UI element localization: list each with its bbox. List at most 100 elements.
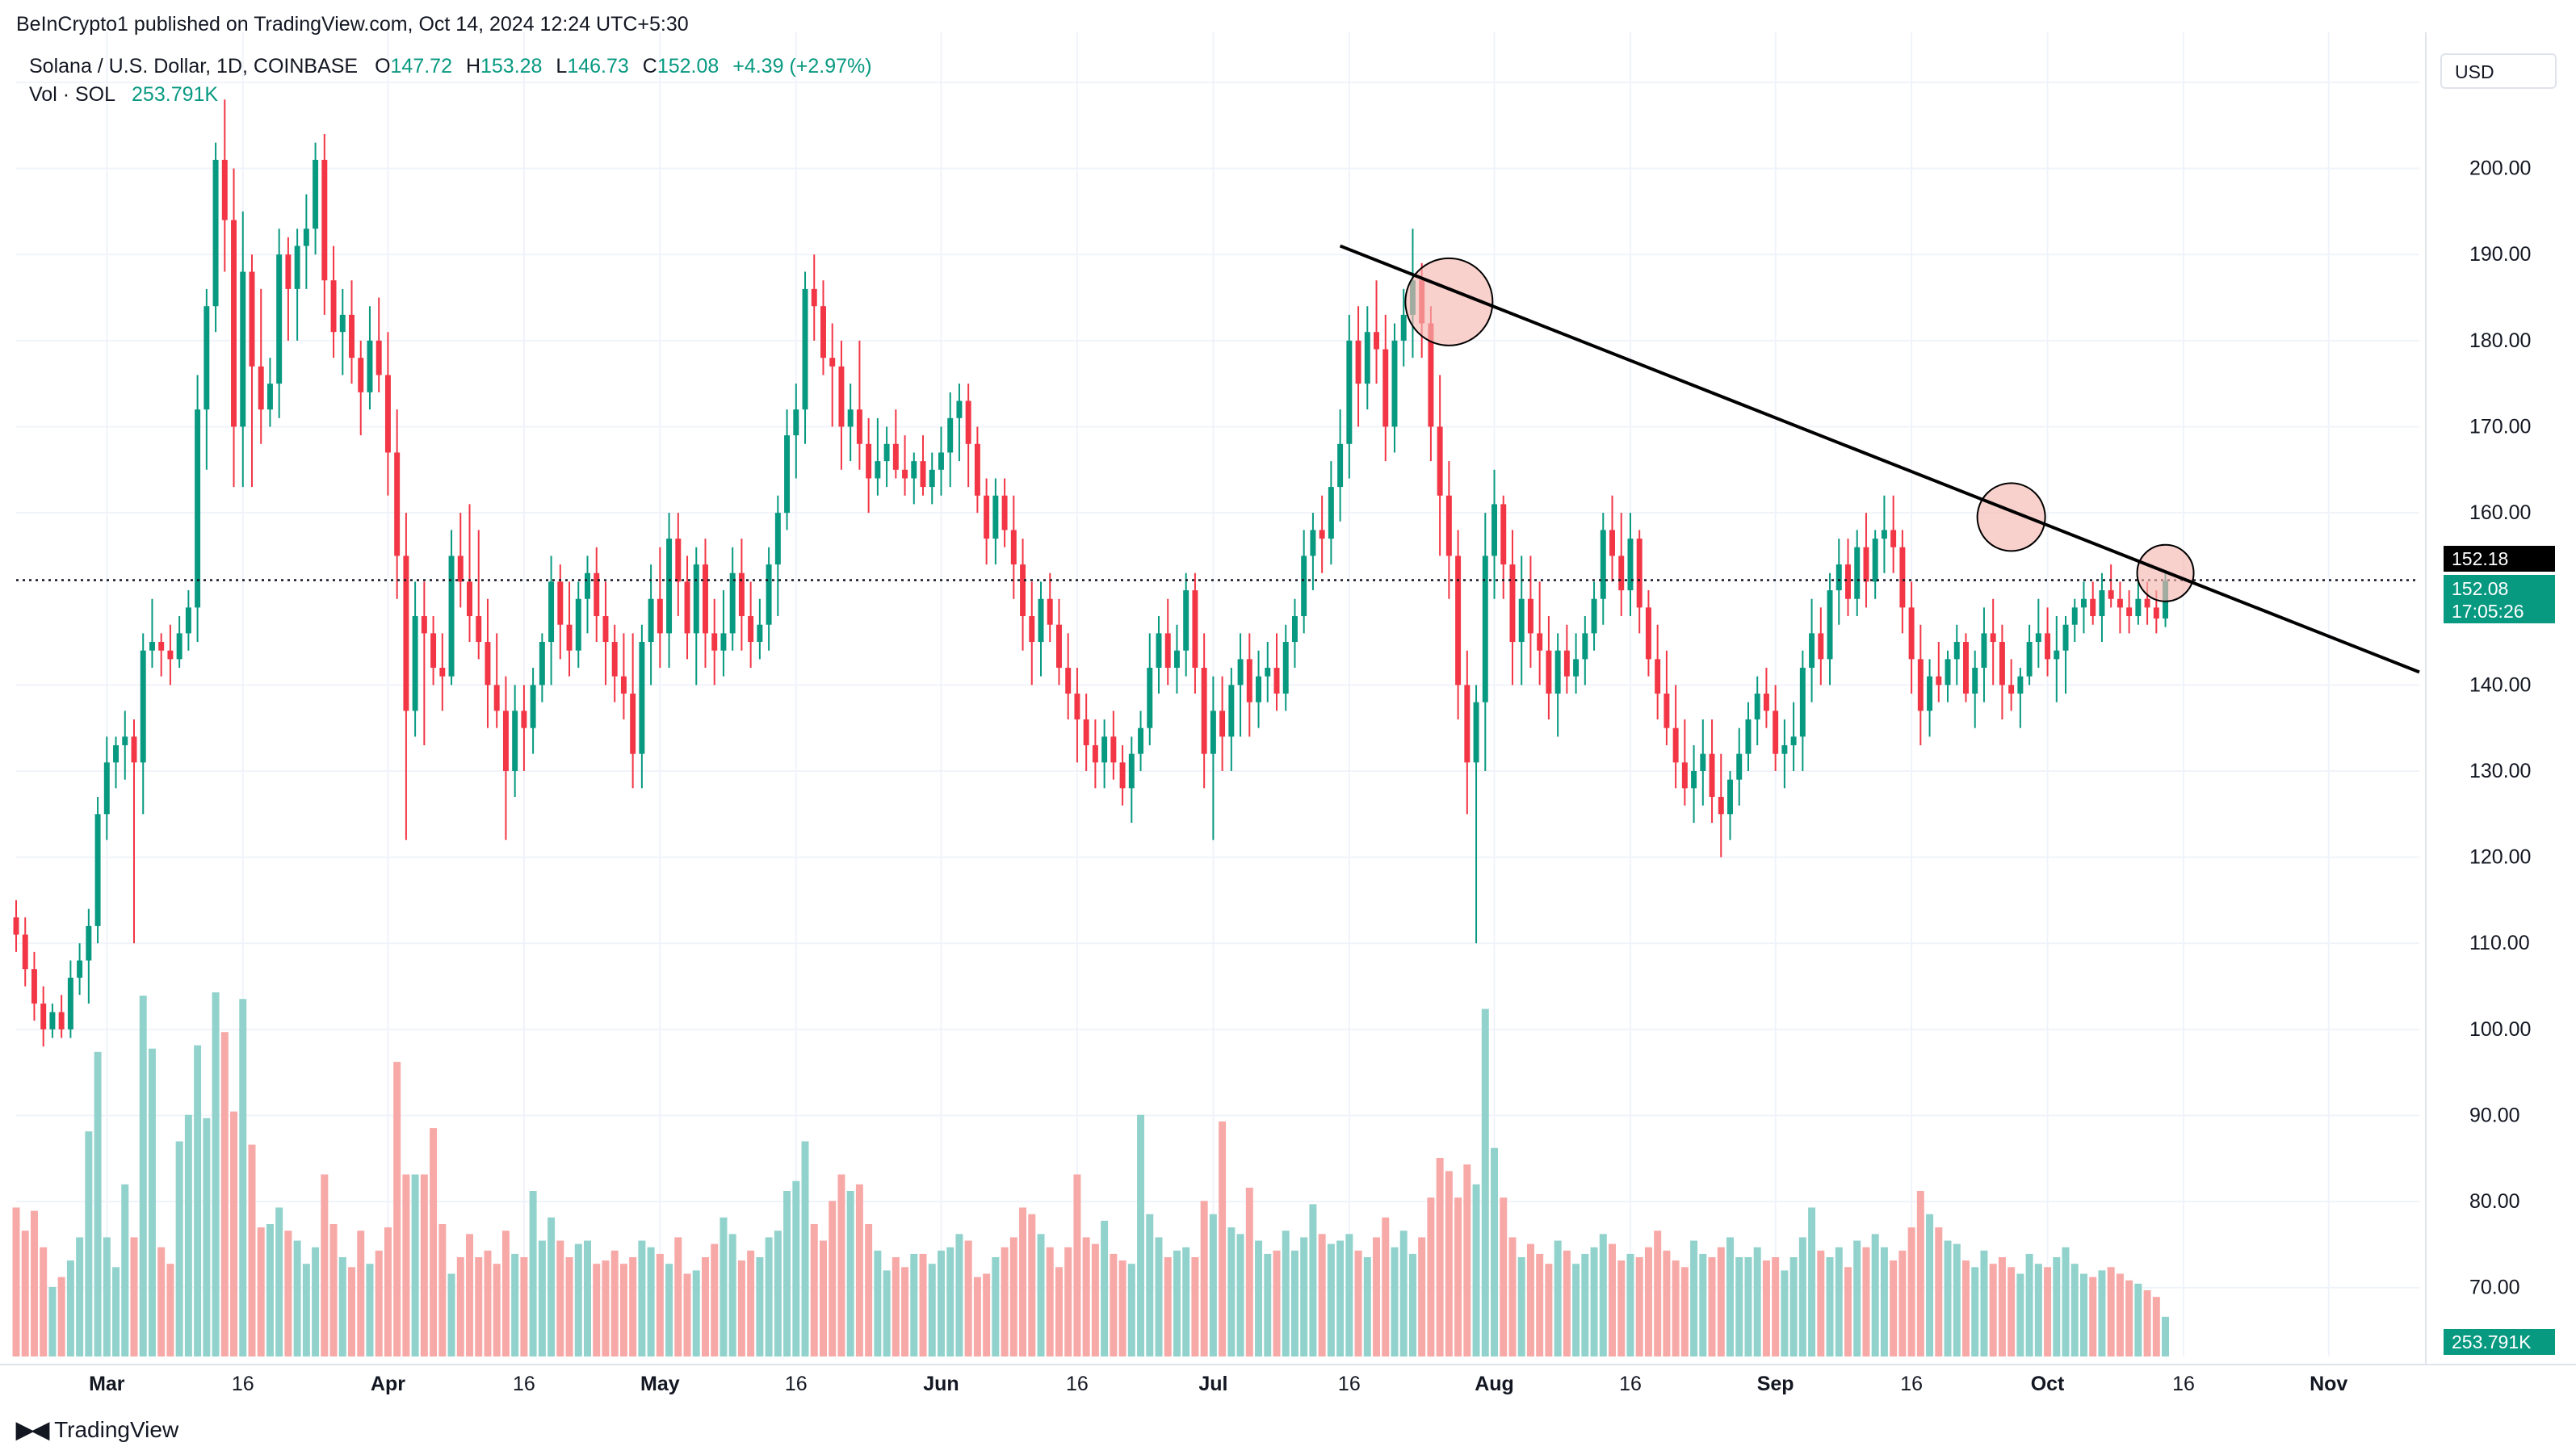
candle-body bbox=[748, 616, 754, 643]
volume-bar bbox=[1028, 1214, 1036, 1356]
candle-body bbox=[1845, 564, 1851, 599]
candle-body bbox=[856, 409, 862, 444]
volume-bar bbox=[1146, 1214, 1154, 1356]
volume-bar bbox=[30, 1210, 38, 1356]
volume-bar bbox=[1572, 1264, 1580, 1356]
volume-bar bbox=[1037, 1234, 1045, 1356]
candle-body bbox=[866, 443, 872, 479]
candle-body bbox=[185, 607, 191, 634]
candle-body bbox=[1237, 659, 1244, 686]
volume-bar bbox=[1753, 1247, 1761, 1356]
volume-bar bbox=[1517, 1257, 1525, 1356]
volume-bar bbox=[1101, 1220, 1109, 1356]
candle-body bbox=[1355, 340, 1361, 384]
volume-bar bbox=[1644, 1247, 1652, 1356]
volume-bar bbox=[728, 1234, 736, 1356]
high-label: H bbox=[465, 55, 480, 78]
volume-bar bbox=[184, 1114, 192, 1356]
volume-bar bbox=[1046, 1247, 1054, 1356]
volume-bar bbox=[493, 1264, 501, 1356]
publisher-line: BeInCrypto1 published on TradingView.com… bbox=[16, 13, 689, 36]
candle-body bbox=[1065, 668, 1072, 694]
candle-body bbox=[1963, 642, 1969, 694]
candle-body bbox=[1663, 694, 1670, 728]
volume-bar bbox=[1318, 1234, 1326, 1356]
volume-bar bbox=[1654, 1231, 1662, 1356]
time-axis-label: Oct bbox=[2031, 1373, 2065, 1395]
chart-axes: 210.00200.00190.00180.00170.00160.00140.… bbox=[0, 32, 2576, 1395]
volume-bar bbox=[248, 1144, 256, 1356]
volume-label: Vol · SOL bbox=[29, 83, 115, 106]
tradingview-logo[interactable]: ▶◀ TradingView bbox=[16, 1416, 178, 1443]
volume-bar bbox=[538, 1240, 546, 1356]
volume-bar bbox=[937, 1250, 945, 1356]
candle-body bbox=[158, 642, 165, 651]
candle-body bbox=[1219, 711, 1226, 737]
candle-body bbox=[1164, 633, 1171, 669]
candle-body bbox=[258, 366, 264, 410]
candle-body bbox=[485, 642, 491, 686]
volume-bar bbox=[1680, 1267, 1689, 1356]
volume-bar bbox=[94, 1051, 102, 1356]
volume-bar bbox=[665, 1264, 673, 1356]
candle-body bbox=[2153, 607, 2159, 619]
volume-bar bbox=[511, 1253, 519, 1356]
volume-bar bbox=[774, 1231, 782, 1356]
volume-bar bbox=[1382, 1217, 1390, 1356]
candle-body bbox=[1364, 332, 1370, 384]
volume-bar bbox=[357, 1231, 365, 1356]
candle-body bbox=[720, 633, 727, 651]
volume-bar bbox=[293, 1240, 301, 1356]
volume-bar bbox=[674, 1237, 682, 1356]
candle-body bbox=[2035, 633, 2041, 643]
volume-bar bbox=[1019, 1207, 1027, 1356]
candle-body bbox=[1001, 495, 1008, 530]
volume-bar bbox=[647, 1247, 655, 1356]
volume-bar bbox=[1155, 1237, 1163, 1356]
volume-bar bbox=[1989, 1264, 1997, 1356]
currency-button[interactable]: USD bbox=[2440, 53, 2557, 89]
candle-body bbox=[1482, 556, 1488, 702]
volume-bar bbox=[1436, 1158, 1444, 1356]
volume-bar bbox=[2162, 1316, 2170, 1356]
open-value: 147.72 bbox=[390, 55, 452, 78]
volume-bar bbox=[638, 1240, 646, 1356]
volume-bar bbox=[239, 999, 247, 1356]
volume-bar bbox=[220, 1032, 229, 1356]
volume-bar bbox=[865, 1224, 873, 1356]
volume-bar bbox=[2025, 1253, 2033, 1356]
time-axis-label: Apr bbox=[371, 1373, 405, 1395]
volume-bar bbox=[475, 1257, 483, 1356]
volume-bar bbox=[203, 1117, 211, 1356]
volume-bar bbox=[1789, 1257, 1798, 1356]
candle-body bbox=[2126, 607, 2133, 617]
volume-bar bbox=[1182, 1247, 1190, 1356]
volume-bar bbox=[230, 1111, 238, 1356]
volume-bar bbox=[1191, 1257, 1199, 1356]
volume-bar bbox=[1935, 1227, 1943, 1356]
time-axis-label: 16 bbox=[2172, 1373, 2195, 1395]
candle-body bbox=[666, 539, 673, 634]
volume-bar bbox=[720, 1217, 728, 1356]
candle-body bbox=[1074, 694, 1080, 719]
highlight-circle bbox=[1976, 482, 2046, 552]
candle-body bbox=[77, 960, 83, 978]
candle-body bbox=[384, 375, 391, 453]
volume-bar bbox=[66, 1260, 74, 1356]
candle-body bbox=[929, 469, 935, 488]
volume-bar bbox=[1282, 1231, 1290, 1356]
candle-body bbox=[539, 642, 545, 686]
candle-body bbox=[1936, 676, 1942, 686]
volume-bar bbox=[1526, 1243, 1534, 1356]
candle-body bbox=[1310, 530, 1316, 556]
candle-body bbox=[639, 642, 645, 754]
price-axis-label: 140.00 bbox=[2469, 673, 2531, 696]
volume-bar bbox=[1735, 1257, 1743, 1356]
candle-body bbox=[195, 409, 201, 608]
volume-bar bbox=[846, 1191, 854, 1356]
volume-bar bbox=[266, 1224, 274, 1356]
volume-bar bbox=[257, 1227, 265, 1356]
volume-bar bbox=[983, 1273, 991, 1356]
candle-body bbox=[467, 581, 472, 617]
